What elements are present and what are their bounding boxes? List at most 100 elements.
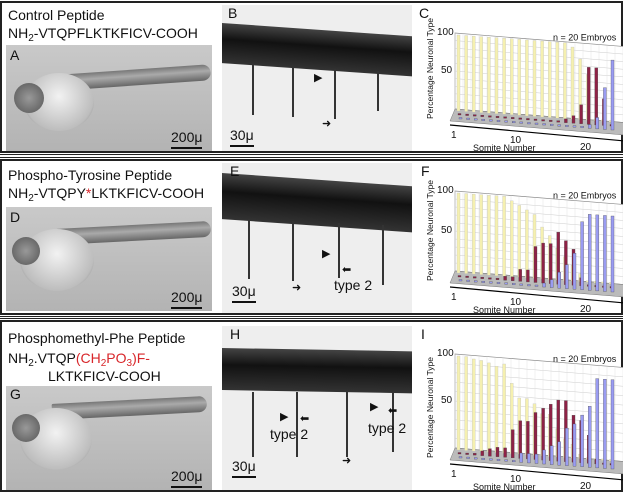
bar-chart-c: C 1 10 20 Somite Number 100 50 n = 20 Embryos P… [417, 5, 623, 151]
x-tick-label: 20 [580, 142, 592, 151]
y-axis-label: Percentage Neuronal Type [425, 357, 435, 458]
x-tick-label: 20 [580, 304, 592, 313]
arrowhead-icon: ▶ [370, 401, 379, 413]
gridline [454, 214, 623, 229]
gridline [454, 391, 623, 406]
bar-yellow-somite-1 [456, 192, 461, 274]
bar-blue-somite-19 [595, 378, 599, 469]
bar-blue-somite-6 [496, 120, 501, 122]
y-tick-label: 100 [437, 27, 454, 38]
arrow-icon: ⬅ [388, 405, 398, 417]
micrograph: B ▶ ➜ 30μ [222, 5, 412, 151]
gridline [454, 206, 623, 221]
bar-red-somite-8 [511, 117, 515, 119]
bar-red-somite-7 [503, 116, 507, 119]
peptide-sequence: NH2-VTQPFLKTKFICV-COOH [8, 25, 198, 44]
bar-yellow-somite-9 [517, 205, 521, 278]
bar-blue-somite-3 [474, 457, 478, 460]
bar-red-somite-5 [488, 277, 492, 280]
gridline [454, 372, 623, 387]
bar-blue-somite-20 [603, 215, 607, 292]
x-tick-label: 20 [580, 481, 592, 490]
bar-red-somite-9 [518, 269, 522, 282]
micrograph: E ▶ ⬅ ➜ type 2 30μ [222, 163, 412, 313]
bar-yellow-somite-3 [472, 358, 476, 452]
bar-blue-somite-7 [504, 282, 508, 285]
bar-blue-somite-1 [458, 279, 463, 282]
peptide-title: Phosphomethyl-Phe Peptide [8, 330, 186, 346]
bar-blue-somite-9 [519, 452, 523, 463]
panel-row-phosphomethyl-phe: Phosphomethyl-Phe Peptide NH2.VTQP(CH2PO… [0, 318, 623, 493]
bar-yellow-somite-3 [472, 35, 476, 113]
x-axis-label: Somite Number [473, 143, 536, 151]
bar-yellow-somite-6 [494, 37, 499, 114]
panel-label: F [421, 163, 430, 179]
bar-red-somite-13 [549, 243, 553, 284]
bar-blue-somite-9 [519, 121, 523, 124]
arrow-icon: ⬅ [342, 264, 352, 276]
embryo-photo: A 200μ [6, 45, 212, 151]
bar-red-somite-1 [457, 275, 462, 278]
bar-red-somite-9 [518, 420, 522, 459]
bar-blue-somite-8 [512, 121, 516, 123]
bar-red-somite-8 [511, 276, 515, 281]
bar-blue-somite-5 [489, 119, 493, 122]
bar-red-somite-18 [587, 67, 591, 125]
bar-blue-somite-18 [588, 214, 592, 291]
bar-yellow-somite-4 [479, 360, 483, 452]
bar-blue-somite-5 [489, 458, 493, 461]
bar-blue-somite-10 [527, 122, 531, 125]
bar-yellow-somite-8 [510, 200, 514, 277]
bar-yellow-somite-6 [494, 195, 499, 276]
gridline [454, 381, 623, 396]
x-tick-label: 1 [451, 130, 457, 141]
bar-blue-somite-2 [466, 456, 470, 459]
x-axis [449, 124, 623, 142]
micrograph: H ▶ ⬅ type 2 ▶ ⬅ type 2 ➜ 30μ [222, 326, 412, 490]
bar-yellow-somite-5 [487, 37, 491, 114]
bar-yellow-somite-1 [456, 355, 461, 451]
peptide-title: Control Peptide [8, 7, 105, 23]
bar-blue-somite-14 [557, 124, 561, 127]
bar-blue-somite-21 [610, 215, 615, 293]
panel-label: C [419, 5, 430, 21]
bar-yellow-somite-10 [525, 39, 529, 117]
bar-red-somite-14 [556, 120, 560, 123]
bar-blue-somite-11 [534, 284, 539, 287]
bar-blue-somite-17 [580, 414, 584, 467]
bar-yellow-somite-2 [464, 35, 468, 112]
y-axis-label: Percentage Neuronal Type [425, 18, 435, 119]
x-tick-label: 10 [510, 297, 522, 308]
bar-yellow-somite-1 [456, 34, 461, 112]
bar-blue-somite-2 [466, 117, 470, 120]
bar-blue-somite-12 [542, 123, 546, 126]
bar-blue-somite-12 [542, 282, 546, 288]
bar-red-somite-4 [480, 115, 484, 117]
bar-red-somite-10 [526, 269, 530, 283]
bar-yellow-somite-15 [563, 42, 567, 119]
bar-yellow-somite-2 [464, 356, 468, 451]
bar-blue-somite-7 [504, 120, 508, 123]
bar-blue-somite-6 [496, 459, 501, 461]
bar-red-somite-7 [503, 276, 507, 281]
bar-red-somite-11 [533, 412, 538, 460]
bar-red-somite-10 [526, 421, 530, 460]
bar-blue-somite-16 [572, 423, 577, 467]
panel-label: B [228, 5, 238, 21]
arrowhead-icon: ▶ [314, 72, 323, 84]
bar-red-somite-3 [473, 453, 477, 456]
panel-label: I [421, 326, 425, 342]
bar-red-somite-5 [488, 115, 492, 118]
embryo-photo: D 200μ [6, 207, 212, 311]
bar-blue-somite-14 [557, 272, 561, 289]
arrow-icon: ➜ [292, 282, 302, 294]
bar-blue-somite-12 [542, 449, 546, 465]
bar-red-somite-12 [541, 242, 545, 284]
bar-yellow-somite-9 [517, 39, 521, 116]
peptide-sequence: NH2.VTQP(CH2PO3)F- [8, 350, 150, 369]
bar-red-somite-16 [571, 115, 576, 124]
y-tick-label: 100 [437, 348, 454, 359]
bar-red-somite-5 [488, 448, 492, 457]
bar-yellow-somite-12 [540, 40, 544, 118]
panel-label: G [10, 386, 21, 402]
